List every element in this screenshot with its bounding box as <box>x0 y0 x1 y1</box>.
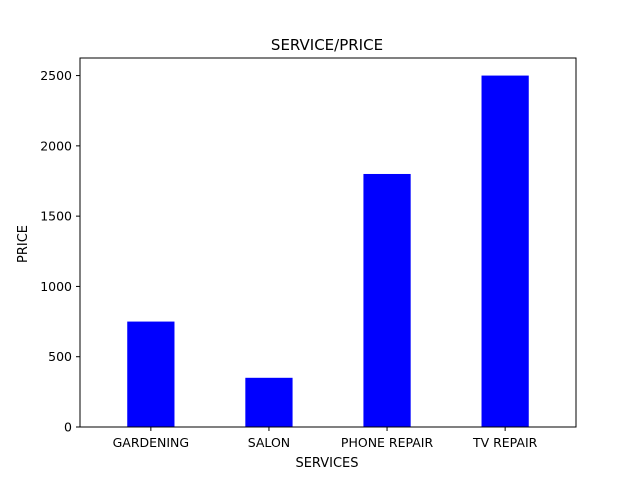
x-tick-label: PHONE REPAIR <box>341 435 434 450</box>
x-axis-label: SERVICES <box>295 456 358 471</box>
y-tick-label: 1000 <box>40 279 72 294</box>
bar-phone-repair <box>363 173 411 427</box>
y-tick-label: 2500 <box>40 68 72 83</box>
x-tick-label: TV REPAIR <box>472 435 538 450</box>
bars <box>127 75 529 427</box>
bar-gardening <box>127 321 175 427</box>
y-axis-label: PRICE <box>16 225 31 263</box>
y-tick-label: 0 <box>64 420 72 435</box>
y-tick-label: 500 <box>48 349 72 364</box>
x-tick-label: SALON <box>248 435 290 450</box>
x-tick-label: GARDENING <box>113 435 190 450</box>
y-axis-ticks: 0 500 1000 1500 2000 2500 <box>40 68 80 435</box>
bar-salon <box>245 377 293 427</box>
plot-frame <box>79 57 577 428</box>
y-tick-label: 1500 <box>40 209 72 224</box>
chart-title: SERVICE/PRICE <box>271 36 383 54</box>
bar-tv-repair <box>481 75 529 427</box>
x-axis-ticks: GARDENING SALON PHONE REPAIR TV REPAIR <box>113 427 538 450</box>
y-tick-label: 2000 <box>40 138 72 153</box>
